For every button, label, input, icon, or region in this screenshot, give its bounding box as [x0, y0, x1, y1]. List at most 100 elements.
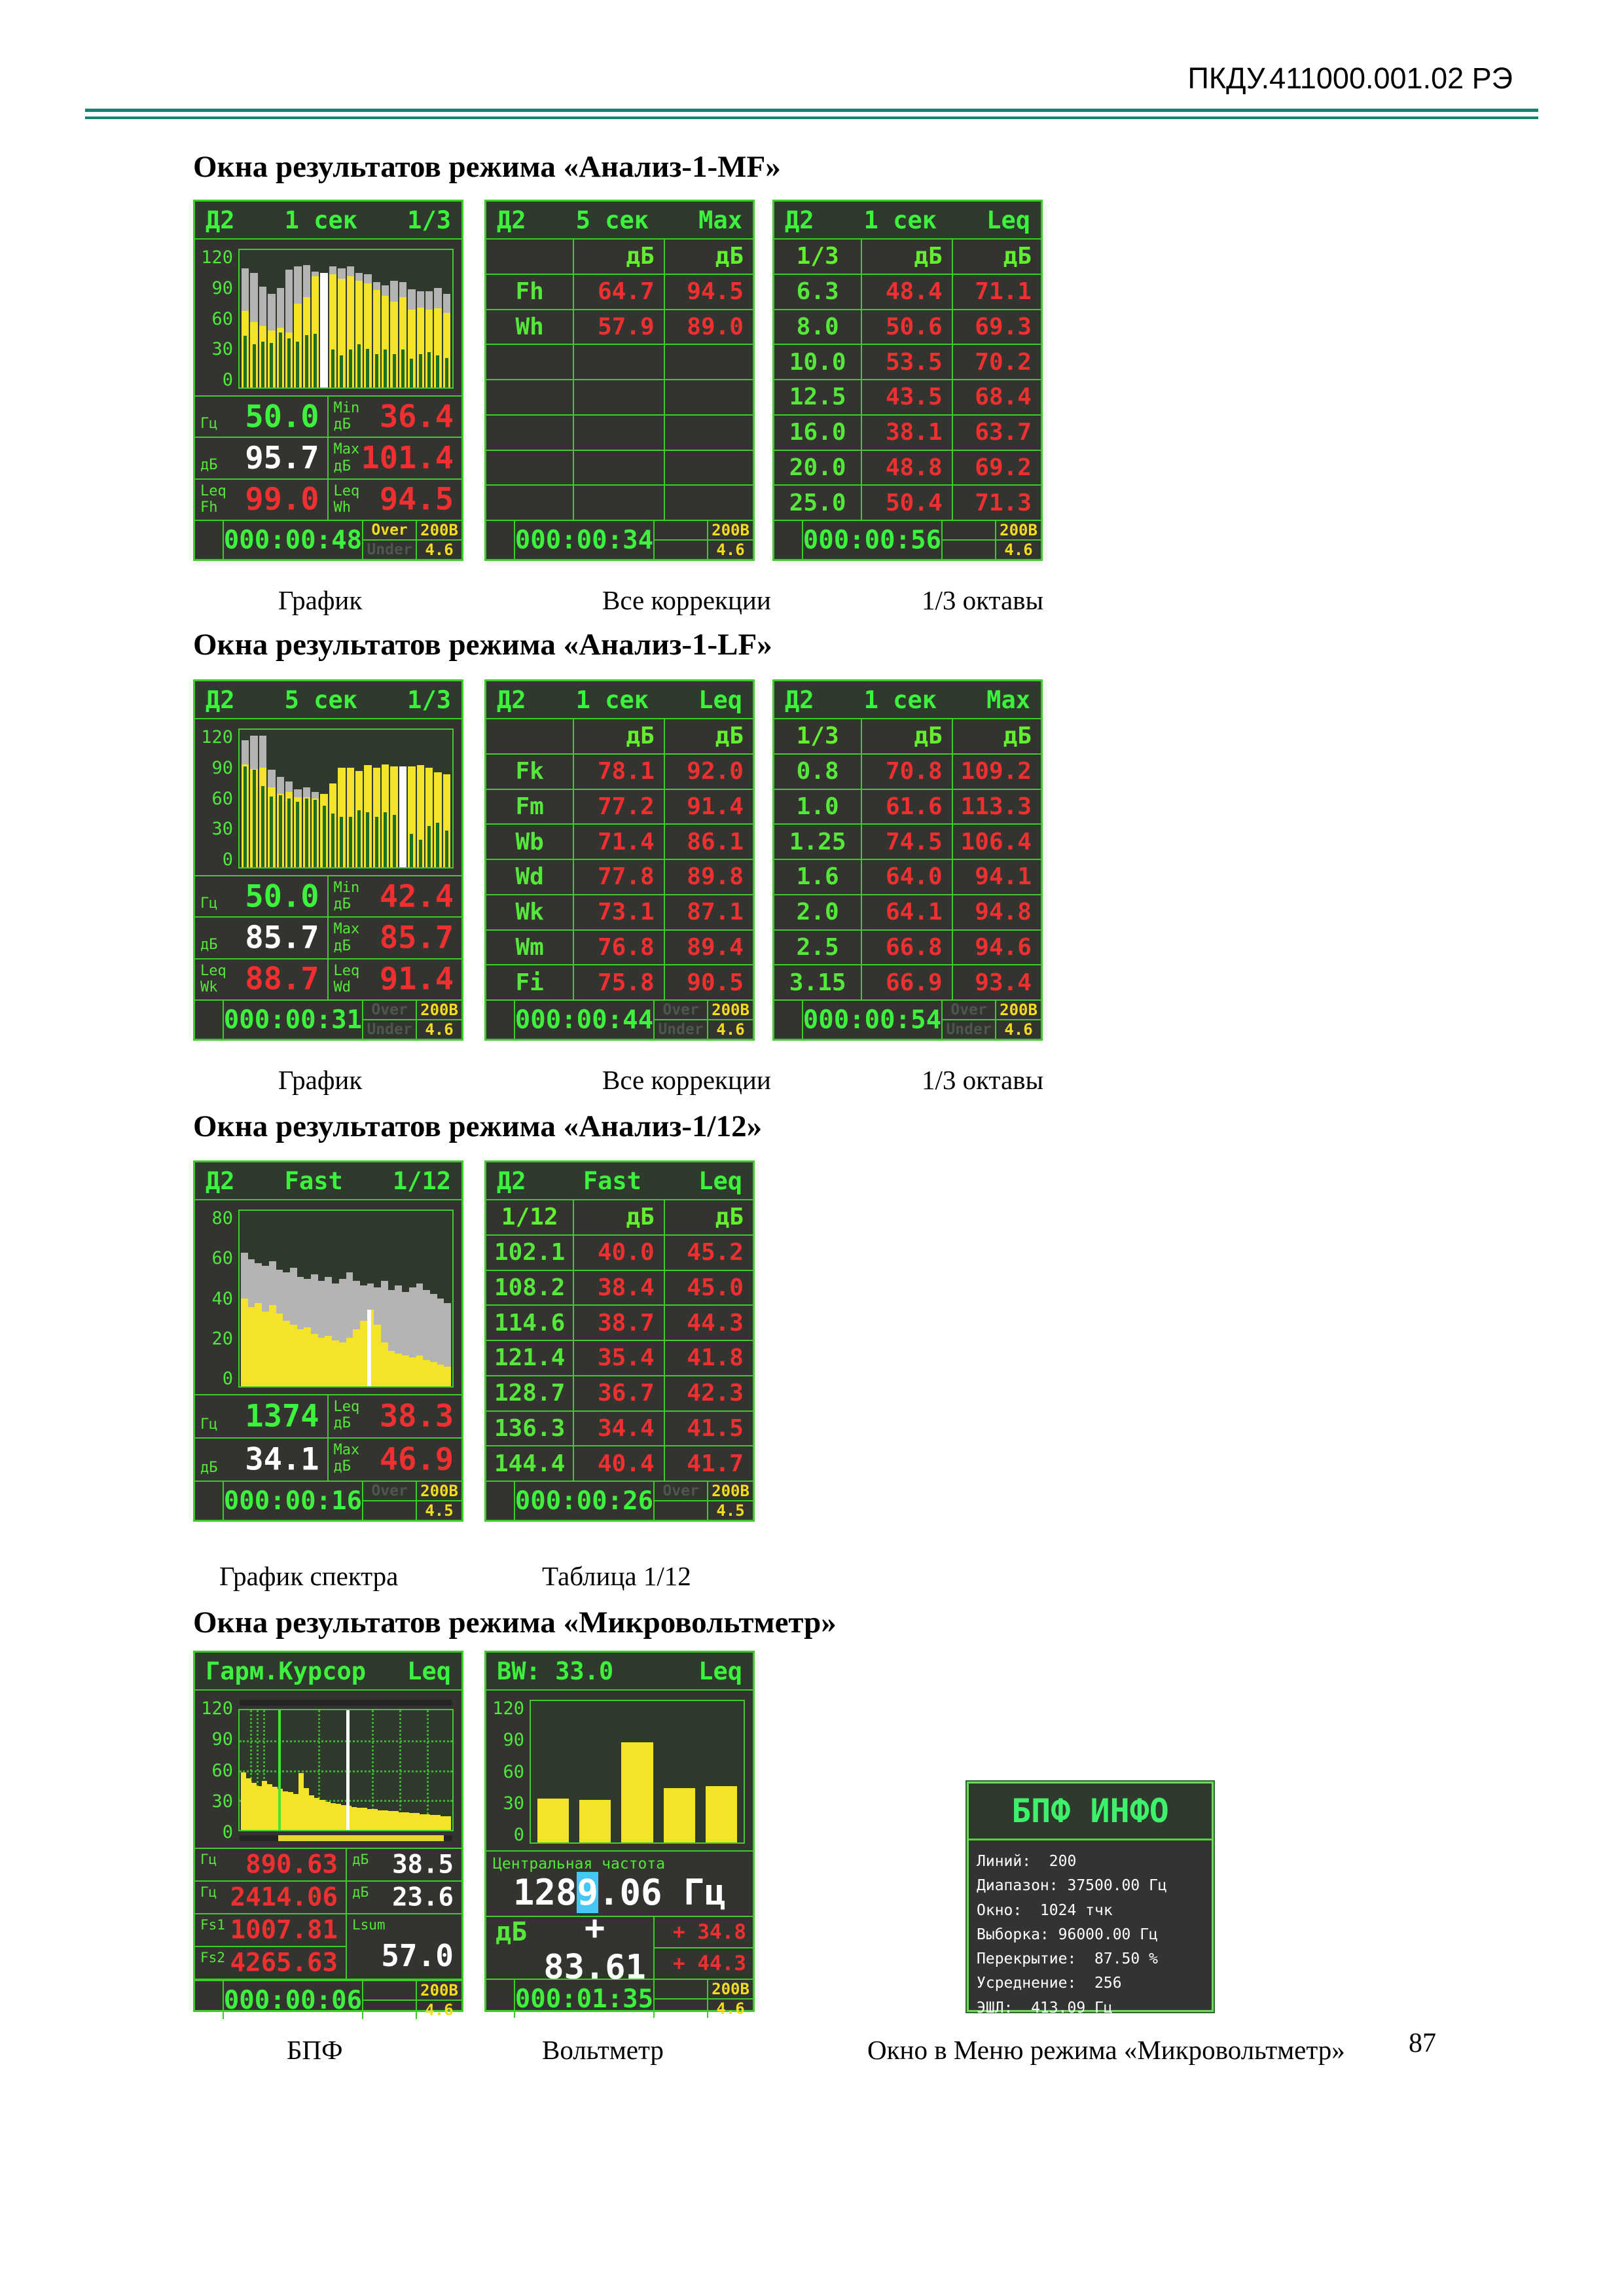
gridline-v	[427, 1710, 429, 1830]
value-cell: Min дБ 42.4	[328, 875, 461, 916]
axis-tick: 60	[211, 308, 233, 329]
spectrum-slice	[388, 1211, 395, 1386]
spectrum-bar	[302, 730, 310, 867]
band-bar	[663, 1788, 695, 1842]
spectrum-bar	[338, 730, 346, 867]
table-row: 2.0 64.1 94.8	[774, 895, 1041, 931]
cursor-level-1: 38.5	[392, 1850, 454, 1880]
gain-value: 4.6	[716, 541, 745, 559]
spectrum-slice	[437, 1211, 444, 1386]
value-cell: дБ 23.6	[346, 1882, 461, 1914]
status-spacer	[195, 521, 224, 559]
status-right: 200В 4.6	[655, 521, 753, 559]
spectrum-slice	[414, 1710, 420, 1830]
spectrum-slice	[374, 1211, 382, 1386]
value-cell: Fs2 4265.63	[195, 1947, 347, 1980]
status-spacer	[486, 521, 515, 559]
spectrum-bar	[320, 250, 328, 387]
delta-1: + 34.8	[655, 1917, 753, 1948]
value-cell: Leq Wd 91.4	[328, 958, 461, 999]
value-cell: LsumFs11007.81	[195, 1914, 347, 1947]
status-bar: 000:00:48 Over 200В Under 4.6	[195, 520, 461, 559]
band-plot: 120 90 60 30 0	[486, 1691, 753, 1850]
table-cell: 89.8	[687, 863, 744, 891]
screen-title-bar: Д2 5 сек Max	[486, 202, 753, 240]
value-number: 88.7	[245, 961, 319, 997]
section-title-microvoltmeter: Окна результатов режима «Микровольтметр»	[193, 1605, 837, 1640]
h-scrollbar	[240, 1835, 452, 1841]
screen-title-bar: Гарм.Курсор Leq	[195, 1653, 461, 1691]
table-cell: дБ	[1003, 723, 1032, 750]
spectrum-slice	[381, 1211, 388, 1386]
spectrum-slice	[382, 1710, 388, 1830]
gridline-v	[262, 1710, 265, 1830]
value-label: Min дБ	[333, 400, 360, 433]
table-row	[486, 345, 753, 380]
table-cell: 108.2	[486, 1270, 575, 1305]
status-right: 200В 4.6	[943, 521, 1041, 559]
spectrum-slice	[298, 1710, 304, 1830]
status-right: 200В 4.6	[655, 1980, 753, 2018]
title-detector: Д2	[497, 685, 526, 714]
value-label: Max дБ	[333, 1442, 360, 1475]
table-row: 16.0 38.1 63.7	[774, 415, 1041, 451]
spectrum-slice	[377, 1710, 383, 1830]
spectrum-slice	[356, 1710, 362, 1830]
value-label: дБ	[200, 457, 218, 474]
table-row: 8.0 50.6 69.3	[774, 310, 1041, 346]
spectrum-slice	[420, 1710, 425, 1830]
table-cell	[574, 345, 665, 379]
status-spacer	[774, 1001, 803, 1039]
table-cell: 92.0	[687, 758, 744, 785]
bar-chart	[238, 728, 454, 869]
spectrum-slice	[408, 1211, 416, 1386]
y-axis-labels: 120 90 60 30 0	[198, 249, 238, 389]
spectrum-bar	[364, 730, 372, 867]
center-frequency-label: Центральная частота	[493, 1856, 666, 1873]
gridline-v	[318, 1710, 321, 1830]
over-flag: Over	[363, 1482, 418, 1500]
spectrum-plot: 120 90 60 30 0	[195, 719, 461, 875]
axis-tick: 60	[211, 1760, 233, 1781]
under-flag	[363, 1501, 418, 1520]
axis-tick: 20	[211, 1328, 233, 1349]
spectrum-slice	[251, 1710, 257, 1830]
spectrum-slice	[338, 1211, 346, 1386]
table-row: Fh 64.7 94.5	[486, 274, 753, 310]
table-cell: 63.7	[975, 419, 1032, 446]
axis-tick: 60	[211, 1248, 233, 1269]
value-label: Max дБ	[333, 441, 360, 475]
screen-title-bar: Д2 Fast Leq	[486, 1162, 753, 1200]
results-table: 1/12 дБ дБ 102.1 40.0 45.2 108.2 38.4 45.0 114.6 3…	[486, 1200, 753, 1480]
value-cell: Гц 890.63	[195, 1849, 347, 1882]
center-frequency-value: 1289.06 Гц	[486, 1872, 753, 1913]
value-grid: Гц 890.63 дБ 38.5 Гц 2414.06 дБ 23.6 Lsum Fs1…	[195, 1848, 461, 1980]
table-row: дБ дБ	[486, 719, 753, 755]
axis-tick: 60	[211, 788, 233, 809]
status-spacer	[195, 1981, 224, 2019]
delta-column: + 34.8 + 44.3	[655, 1917, 753, 1979]
under-flag	[943, 541, 997, 559]
status-bar: 000:00:16 Over 200В 4.5	[195, 1480, 461, 1520]
table-row	[486, 380, 753, 416]
title-mode: Leq	[698, 685, 742, 714]
spectrum-slice	[246, 1710, 252, 1830]
results-table: 1/3 дБ дБ 0.8 70.8 109.2 1.0 61.6 113.3 1.25 74.5 1…	[774, 719, 1041, 999]
over-flag: Over	[363, 1001, 418, 1019]
table-cell: 38.1	[862, 415, 953, 450]
spectrum-slice	[268, 1211, 276, 1386]
spectrum-slice	[255, 1211, 262, 1386]
spectrum-slice	[340, 1710, 346, 1830]
spectrum-slice	[262, 1710, 268, 1830]
table-cell: 89.4	[687, 933, 744, 961]
under-flag: Under	[655, 1020, 709, 1039]
status-bar: 000:00:56 200В 4.6	[774, 520, 1041, 559]
cursor-level-2: 23.6	[392, 1882, 454, 1912]
section-title-analysis-1-12: Окна результатов режима «Анализ-1/12»	[193, 1109, 763, 1143]
band-bar	[579, 1800, 611, 1842]
spectrum-slice	[367, 1710, 372, 1830]
table-row: 1/12 дБ дБ	[486, 1200, 753, 1236]
value-label: Leq дБ	[333, 1399, 360, 1432]
spectrum-bar	[442, 730, 450, 867]
table-cell: 45.0	[687, 1274, 744, 1301]
